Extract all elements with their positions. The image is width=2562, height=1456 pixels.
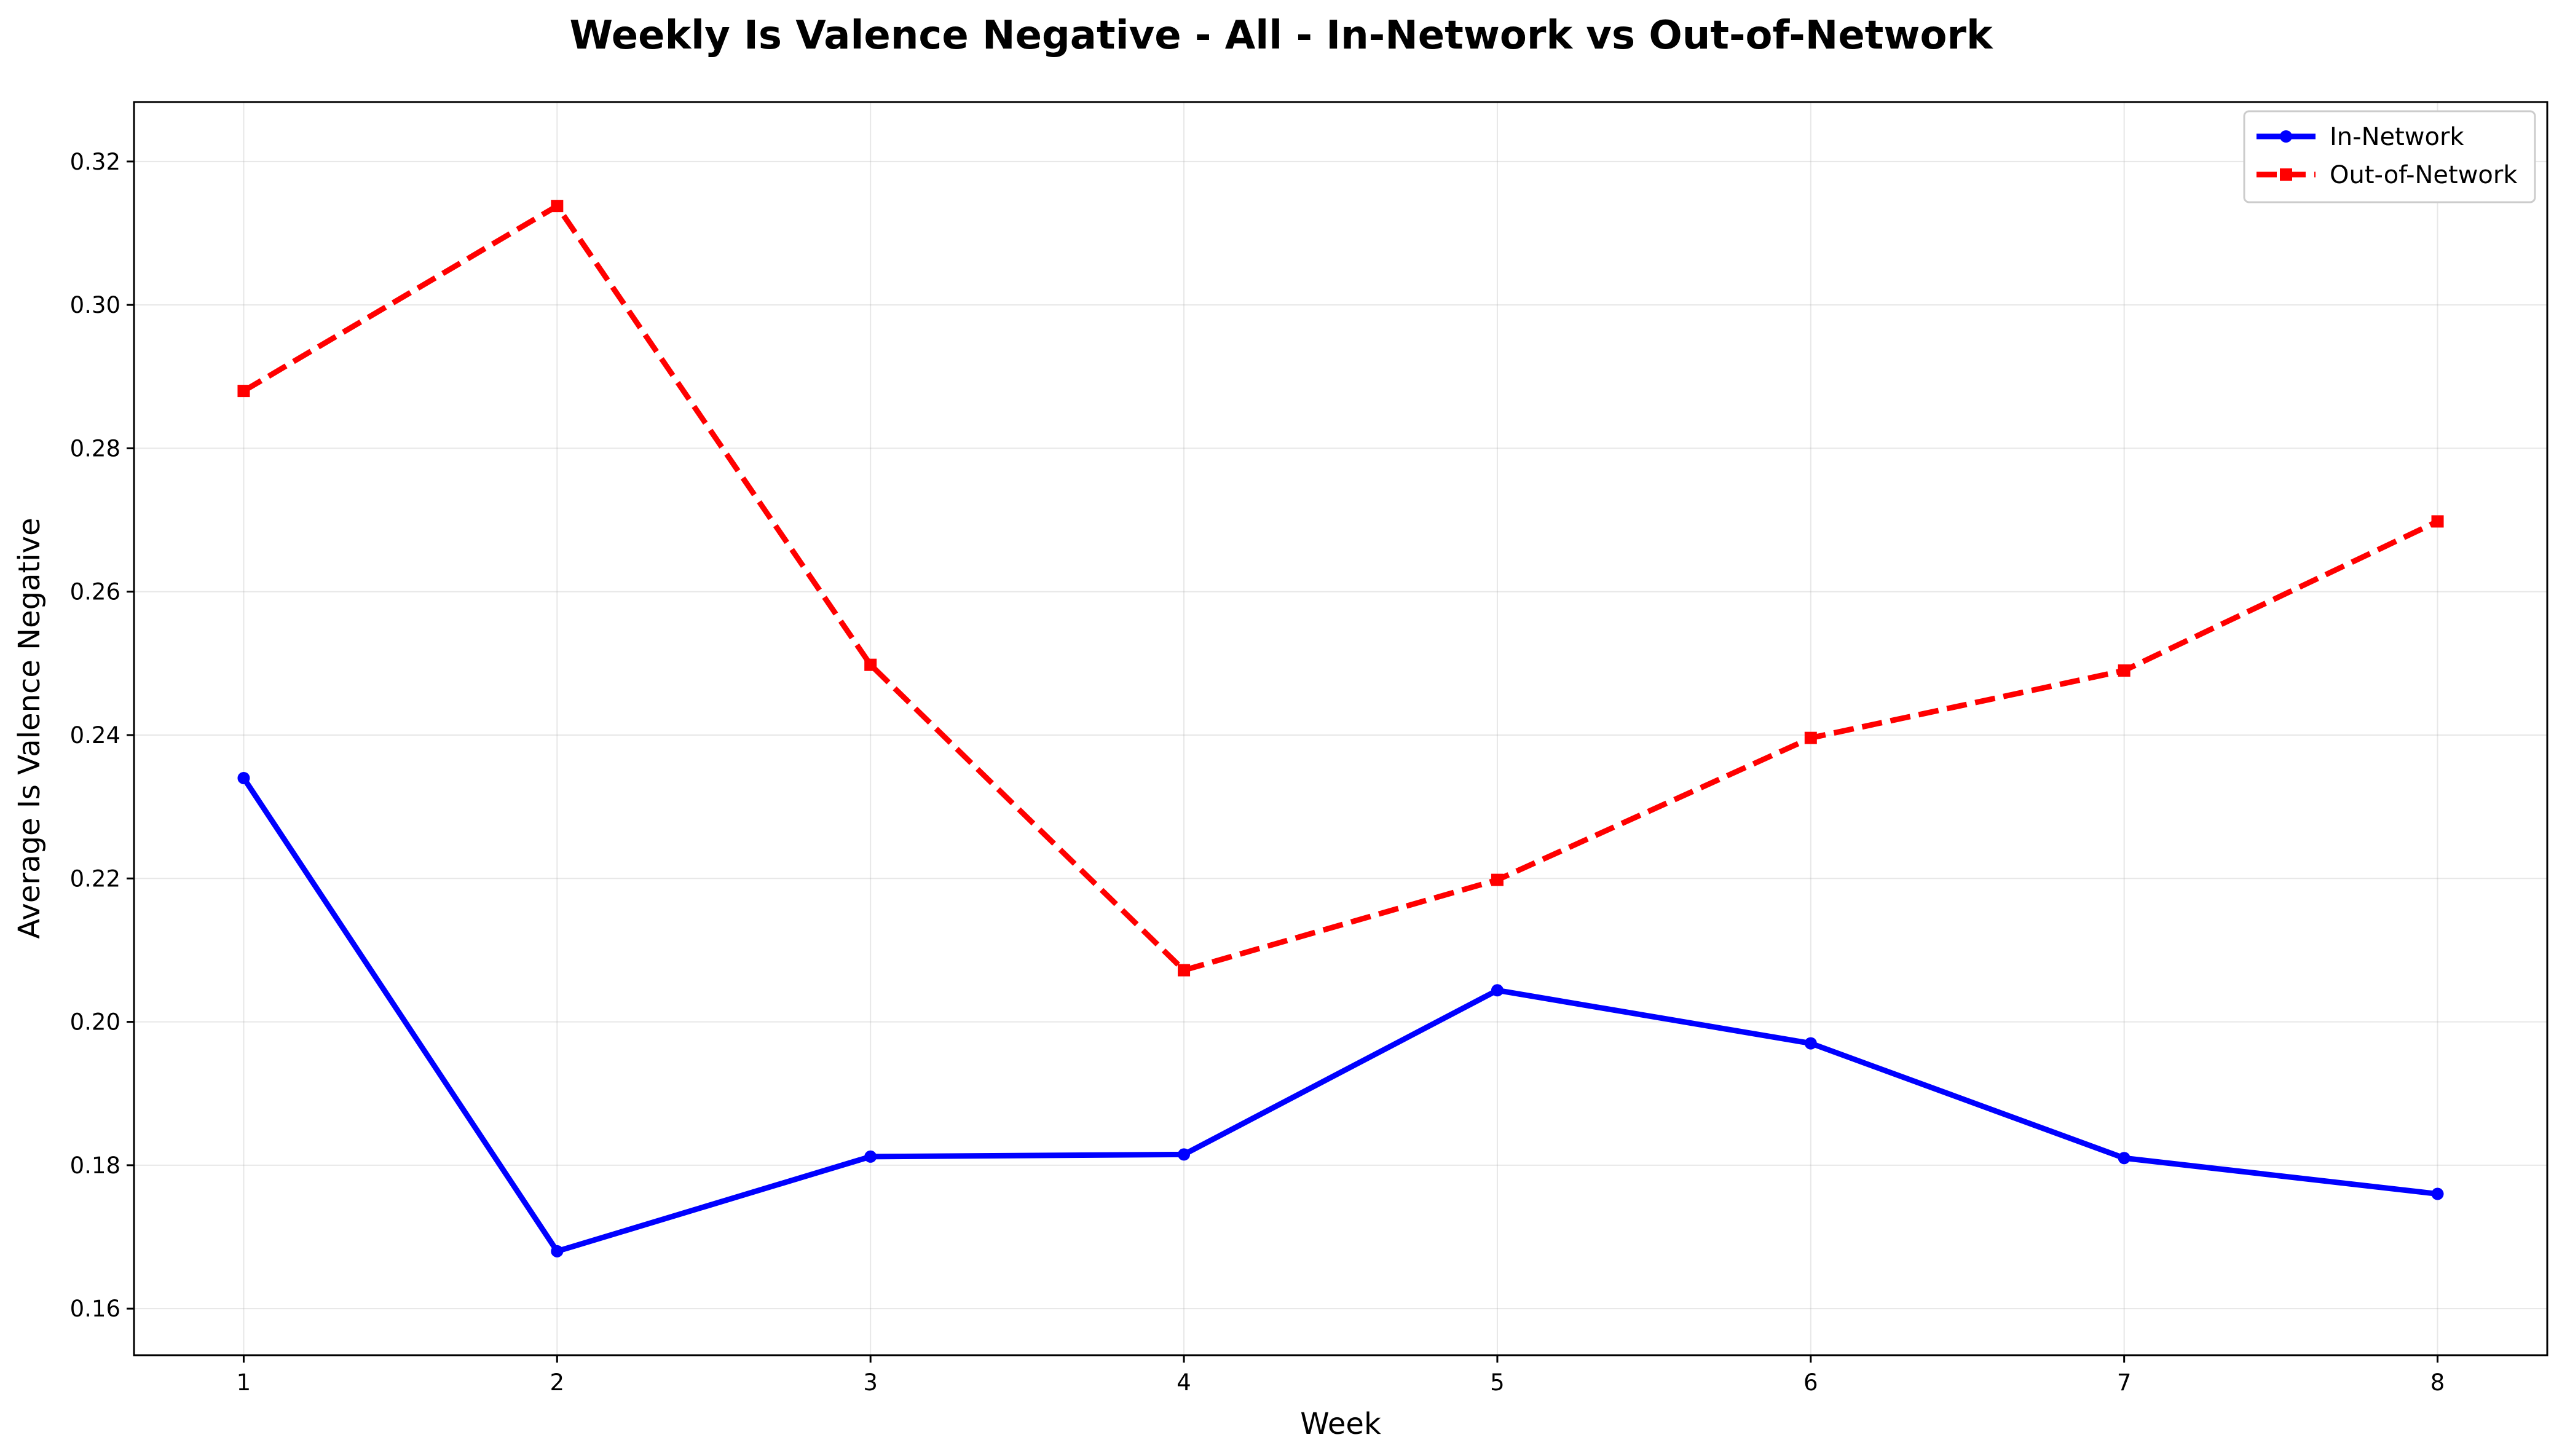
data-point bbox=[864, 658, 877, 671]
legend-marker bbox=[2280, 130, 2292, 143]
legend-label: Out-of-Network bbox=[2330, 161, 2518, 189]
chart-title: Weekly Is Valence Negative - All - In-Ne… bbox=[569, 13, 1993, 58]
data-point bbox=[1491, 984, 1504, 997]
legend-box bbox=[2243, 110, 2536, 203]
x-tick-label: 8 bbox=[2430, 1369, 2445, 1396]
x-tick-label: 6 bbox=[1803, 1369, 1818, 1396]
y-tick-label: 0.16 bbox=[70, 1296, 120, 1322]
data-point bbox=[1491, 873, 1504, 886]
y-tick-label: 0.20 bbox=[70, 1009, 120, 1036]
y-tick-label: 0.30 bbox=[70, 292, 120, 318]
y-tick-label: 0.24 bbox=[70, 722, 120, 749]
data-point bbox=[2118, 664, 2130, 677]
data-point bbox=[864, 1150, 877, 1163]
x-tick-label: 5 bbox=[1490, 1369, 1505, 1396]
y-tick-label: 0.32 bbox=[70, 149, 120, 175]
x-tick-label: 1 bbox=[237, 1369, 251, 1396]
grid-lines bbox=[134, 102, 2547, 1355]
x-tick-label: 7 bbox=[2117, 1369, 2132, 1396]
plot-area-frame bbox=[133, 101, 2548, 1356]
axis-ticks: 1 2 3 4 5 6 7 8 0.16 0.18 0.20 0.22 0.24 0.26 0.28 0.30… bbox=[70, 149, 2445, 1396]
data-point bbox=[551, 1245, 564, 1257]
data-point bbox=[1178, 964, 1191, 977]
data-point bbox=[237, 385, 250, 398]
y-axis-label: Average Is Valence Negative bbox=[12, 517, 47, 939]
y-tick-label: 0.18 bbox=[70, 1152, 120, 1179]
data-point bbox=[2118, 1152, 2130, 1165]
series-layer bbox=[237, 200, 2444, 1257]
x-tick-label: 4 bbox=[1177, 1369, 1191, 1396]
data-point bbox=[1178, 1148, 1191, 1161]
x-tick-label: 2 bbox=[550, 1369, 565, 1396]
data-point bbox=[237, 771, 250, 784]
legend-marker bbox=[2280, 168, 2292, 181]
legend-label: In-Network bbox=[2330, 123, 2464, 151]
y-tick-label: 0.28 bbox=[70, 435, 120, 462]
data-point bbox=[2431, 1187, 2444, 1200]
data-point bbox=[1804, 731, 1817, 744]
data-point bbox=[551, 200, 564, 213]
data-point bbox=[2431, 515, 2444, 528]
legend: In-Network Out-of-Network bbox=[2243, 110, 2536, 203]
data-point bbox=[1804, 1037, 1817, 1050]
y-tick-label: 0.22 bbox=[70, 865, 120, 892]
x-axis-label: Week bbox=[1300, 1407, 1381, 1441]
series-line-out-of-network bbox=[242, 203, 2439, 974]
x-tick-label: 3 bbox=[863, 1369, 878, 1396]
series-line-in-network bbox=[240, 775, 2441, 1254]
y-tick-label: 0.26 bbox=[70, 579, 120, 605]
